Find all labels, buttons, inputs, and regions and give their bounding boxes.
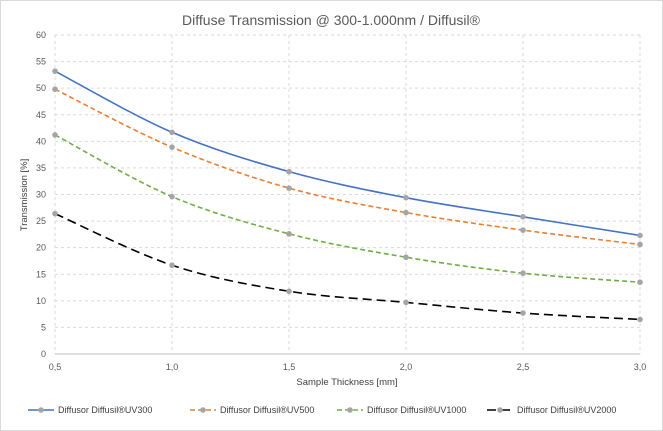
series-line-4 [54,212,641,321]
data-point [520,227,526,233]
data-point [52,132,58,138]
legend-marker [497,407,503,413]
y-tick-label: 0 [41,349,46,359]
data-point [286,185,292,191]
x-tick-label: 1,0 [166,362,179,372]
data-point [637,316,643,323]
data-point [403,194,409,201]
x-axis-label: Sample Thickness [mm] [296,377,397,388]
series-line-1 [54,70,641,237]
y-tick-label: 45 [36,110,46,120]
data-point [169,129,175,136]
data-point [637,232,643,239]
data-point [286,288,292,295]
y-tick-label: 5 [41,322,46,332]
legend: Diffusor Diffusil®UV300 Diffusor Diffusil… [28,405,616,415]
y-tick-label: 60 [36,30,46,40]
x-tick-label: 3,0 [634,362,647,372]
legend-label: Diffusor Diffusil®UV500 [220,405,314,415]
y-axis-label: Transmission [%] [19,159,30,232]
chart-title: Diffuse Transmission @ 300-1.000nm / Dif… [182,12,481,28]
y-tick-label: 50 [36,83,46,93]
y-axis-ticks: 0 5 10 15 20 25 30 35 40 45 50 55 60 [36,30,46,359]
y-tick-label: 25 [36,216,46,226]
series-line-3 [54,134,641,284]
grid [54,34,641,355]
legend-marker [200,407,206,413]
data-point [169,144,175,150]
series-markers [52,68,643,323]
x-tick-label: 2,0 [400,362,413,372]
data-point [52,86,58,93]
y-tick-label: 10 [36,296,46,306]
x-tick-label: 2,5 [517,362,530,372]
legend-marker [38,407,44,413]
data-point [403,299,409,306]
y-tick-label: 20 [36,243,46,253]
data-point [169,262,175,269]
data-point [403,209,409,216]
data-point [52,68,58,74]
series-lines [54,70,641,321]
data-point [286,168,292,175]
y-tick-label: 30 [36,190,46,200]
data-point [520,310,526,316]
data-point [637,241,643,248]
data-point [403,254,409,261]
x-tick-label: 1,5 [283,362,296,372]
data-point [286,231,292,237]
legend-marker [347,407,353,413]
y-tick-label: 15 [36,269,46,279]
data-point [520,270,526,276]
x-axis-ticks: 0,5 1,0 1,5 2,0 2,5 3,0 [49,362,647,372]
x-tick-label: 0,5 [49,362,62,372]
legend-label: Diffusor Diffusil®UV300 [58,405,152,415]
legend-label: Diffusor Diffusil®UV2000 [517,405,616,415]
y-tick-label: 40 [36,136,46,146]
y-tick-label: 55 [36,57,46,67]
data-point [520,214,526,220]
y-tick-label: 35 [36,163,46,173]
data-point [637,279,643,286]
data-point [169,193,175,200]
legend-label: Diffusor Diffusil®UV1000 [367,405,466,415]
data-point [52,210,58,217]
